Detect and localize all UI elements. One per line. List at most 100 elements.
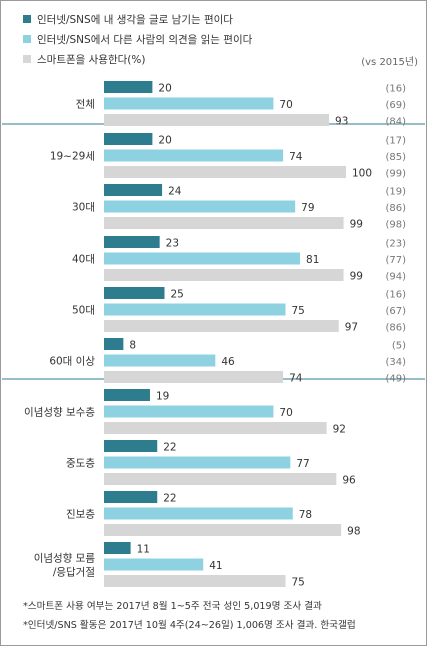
comparison-year-note: (vs 2015년) (361, 57, 418, 68)
bar-phone-6 (104, 422, 327, 434)
legend-swatch-read (23, 35, 31, 43)
footnote-smartphone: *스마트폰 사용 여부는 2017년 8월 1~5주 전국 성인 5,019명 … (23, 601, 322, 612)
value-label-write-3: 23 (166, 238, 179, 250)
value-label-phone-8: 98 (347, 526, 360, 538)
value-label-phone-1: 100 (352, 168, 372, 180)
prev-value-read-2: (86) (385, 203, 406, 214)
bar-read-4 (104, 303, 286, 316)
value-label-phone-4: 97 (345, 322, 358, 334)
bar-write-6 (104, 389, 150, 401)
legend-item-read: 인터넷/SNS에서 다른 사람의 의견을 읽는 편이다 (23, 32, 252, 46)
bar-write-3 (104, 236, 160, 248)
bar-read-7 (104, 456, 291, 469)
value-label-read-0: 70 (279, 99, 292, 111)
value-label-read-2: 79 (301, 202, 314, 214)
legend-label-phone: 스마트폰을 사용한다(%) (37, 53, 146, 66)
value-label-write-9: 11 (137, 544, 150, 556)
value-label-write-2: 24 (168, 186, 182, 198)
value-label-phone-9: 75 (292, 577, 305, 589)
bar-phone-0 (104, 114, 330, 126)
value-label-phone-7: 96 (342, 475, 356, 487)
category-label-7: 중도층 (66, 458, 95, 470)
value-label-write-7: 22 (163, 442, 176, 454)
bar-read-9 (104, 558, 204, 571)
value-label-read-1: 74 (289, 151, 303, 163)
bar-read-2 (104, 200, 296, 213)
value-label-phone-0: 93 (335, 116, 348, 128)
legend-item-write: 인터넷/SNS에 내 생각을 글로 남기는 편이다 (23, 12, 233, 26)
category-label-1: 19~29세 (50, 151, 95, 163)
legend-swatch-phone (23, 55, 31, 63)
category-label-3: 40대 (72, 254, 95, 266)
prev-value-phone-1: (99) (385, 169, 406, 180)
bar-write-0 (104, 81, 153, 93)
bar-phone-3 (104, 269, 344, 281)
value-label-read-7: 77 (296, 458, 309, 470)
category-label-5: 60대 이상 (49, 356, 95, 368)
bar-read-5 (104, 354, 216, 367)
prev-value-phone-4: (86) (385, 323, 406, 334)
value-label-phone-5: 74 (289, 373, 303, 385)
bar-write-5 (104, 338, 124, 350)
legend-swatch-write (23, 15, 31, 23)
bar-phone-2 (104, 217, 344, 229)
prev-value-phone-0: (84) (385, 117, 406, 128)
bar-phone-7 (104, 473, 337, 485)
bar-write-4 (104, 287, 165, 299)
bar-write-7 (104, 440, 158, 452)
prev-value-phone-3: (94) (385, 272, 406, 283)
category-label-0: 전체 (76, 99, 95, 111)
bar-phone-4 (104, 320, 339, 332)
bar-phone-9 (104, 575, 286, 587)
legend-item-phone: 스마트폰을 사용한다(%) (23, 52, 145, 66)
prev-value-read-3: (77) (385, 255, 406, 266)
category-label-6: 이념성향 보수층 (24, 407, 95, 419)
bar-phone-8 (104, 524, 342, 536)
value-label-read-4: 75 (292, 305, 305, 317)
prev-value-write-4: (16) (385, 290, 406, 301)
bar-read-6 (104, 405, 274, 418)
value-label-write-0: 20 (158, 83, 171, 95)
legend-label-read: 인터넷/SNS에서 다른 사람의 의견을 읽는 편이다 (37, 33, 253, 46)
category-label-2: 30대 (72, 202, 95, 214)
value-label-read-6: 70 (279, 407, 292, 419)
value-label-write-8: 22 (163, 493, 176, 505)
bar-read-8 (104, 507, 293, 520)
category-label-8: 진보층 (66, 509, 95, 521)
bar-read-0 (104, 97, 274, 110)
legend-label-write: 인터넷/SNS에 내 생각을 글로 남기는 편이다 (37, 13, 233, 26)
value-label-phone-2: 99 (350, 219, 363, 231)
bar-read-1 (104, 149, 284, 162)
prev-value-phone-5: (49) (385, 374, 406, 385)
bar-phone-5 (104, 371, 284, 383)
category-label-9: 이념성향 모름/응답거절 (34, 553, 96, 579)
prev-value-write-3: (23) (385, 239, 406, 250)
value-label-write-6: 19 (156, 391, 169, 403)
prev-value-read-1: (85) (385, 152, 406, 163)
bar-write-9 (104, 542, 131, 554)
prev-value-read-5: (34) (385, 357, 406, 368)
value-label-phone-3: 99 (350, 271, 363, 283)
value-label-read-9: 41 (209, 560, 222, 572)
prev-value-write-5: (5) (392, 341, 406, 352)
value-label-write-1: 20 (158, 135, 171, 147)
category-label-4: 50대 (72, 305, 95, 317)
value-label-read-8: 78 (299, 509, 312, 521)
value-label-write-4: 25 (171, 289, 184, 301)
bar-phone-1 (104, 166, 346, 178)
value-label-phone-6: 92 (333, 424, 346, 436)
footnote-survey: *인터넷/SNS 활동은 2017년 10월 4주(24~26일) 1,006명… (23, 620, 356, 631)
value-label-read-3: 81 (306, 254, 319, 266)
prev-value-write-0: (16) (385, 84, 406, 95)
prev-value-read-4: (67) (385, 306, 406, 317)
prev-value-write-2: (19) (385, 187, 406, 198)
prev-value-read-0: (69) (385, 100, 406, 111)
bar-write-8 (104, 491, 158, 503)
bar-read-3 (104, 252, 301, 265)
bar-write-1 (104, 133, 153, 145)
bar-write-2 (104, 184, 163, 196)
prev-value-write-1: (17) (385, 136, 406, 147)
prev-value-phone-2: (98) (385, 220, 406, 231)
